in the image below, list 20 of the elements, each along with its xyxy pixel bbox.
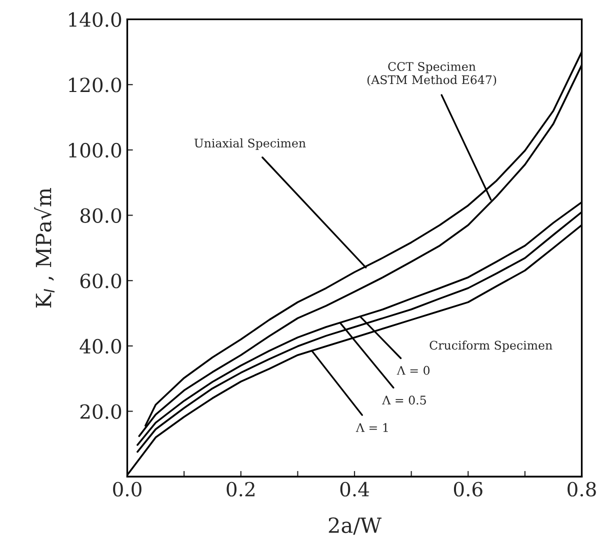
y-tick-label: 80.0 [80,208,122,223]
x-tick-label: 0.6 [454,482,482,497]
annotation: Λ = 0 [396,366,430,375]
annotation: Λ = 0.5 [382,396,426,405]
y-tick-label: 120.0 [69,78,122,92]
x-tick-label: 0.8 [568,482,596,497]
y-tick-label: 40.0 [80,338,122,354]
annotation: CCT Specimen (ASTM Method E647) [367,62,496,86]
y-tick-label: 60.0 [80,274,122,288]
x-tick-label: 0.0 [113,482,142,497]
y-tick-label: 20.0 [80,404,122,419]
annotation: Λ = 1 [356,423,388,432]
y-tick-label: 140.0 [69,12,122,27]
y-axis-title: K$_{I}$ , MPa√m [34,188,55,308]
x-tick-label: 0.4 [340,482,369,497]
annotation: Cruciform Specimen [430,340,552,352]
annotation: Uniaxial Specimen [194,138,306,150]
x-axis-title: 2a/W [328,517,382,535]
y-tick-label: 100.0 [69,142,122,158]
x-tick-label: 0.2 [226,482,254,497]
